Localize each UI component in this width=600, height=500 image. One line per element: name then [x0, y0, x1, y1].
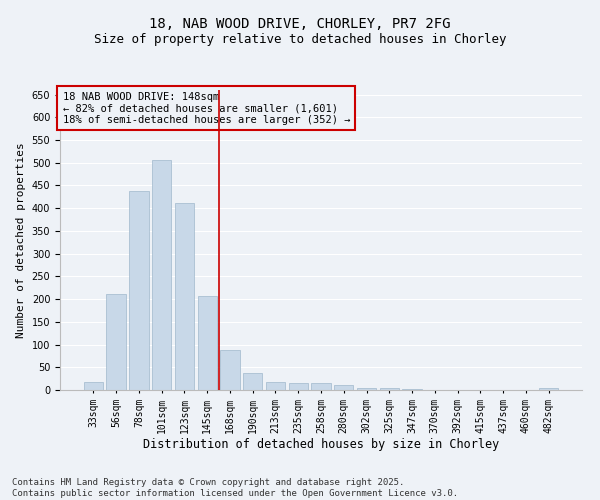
- Bar: [539, 388, 558, 390]
- Text: Contains HM Land Registry data © Crown copyright and database right 2025.
Contai: Contains HM Land Registry data © Crown c…: [12, 478, 458, 498]
- Bar: [289, 383, 308, 390]
- Bar: [311, 383, 331, 390]
- Bar: [403, 389, 422, 390]
- Text: 18 NAB WOOD DRIVE: 148sqm
← 82% of detached houses are smaller (1,601)
18% of se: 18 NAB WOOD DRIVE: 148sqm ← 82% of detac…: [62, 92, 350, 124]
- Bar: [266, 382, 285, 390]
- Bar: [197, 296, 217, 390]
- Bar: [152, 160, 172, 390]
- Bar: [243, 372, 262, 390]
- Bar: [106, 294, 126, 390]
- Y-axis label: Number of detached properties: Number of detached properties: [16, 142, 26, 338]
- Bar: [357, 388, 376, 390]
- Text: 18, NAB WOOD DRIVE, CHORLEY, PR7 2FG: 18, NAB WOOD DRIVE, CHORLEY, PR7 2FG: [149, 18, 451, 32]
- Bar: [175, 202, 194, 390]
- Text: Size of property relative to detached houses in Chorley: Size of property relative to detached ho…: [94, 32, 506, 46]
- Bar: [84, 382, 103, 390]
- Bar: [220, 350, 239, 390]
- Bar: [334, 385, 353, 390]
- Bar: [380, 388, 399, 390]
- X-axis label: Distribution of detached houses by size in Chorley: Distribution of detached houses by size …: [143, 438, 499, 452]
- Bar: [129, 192, 149, 390]
